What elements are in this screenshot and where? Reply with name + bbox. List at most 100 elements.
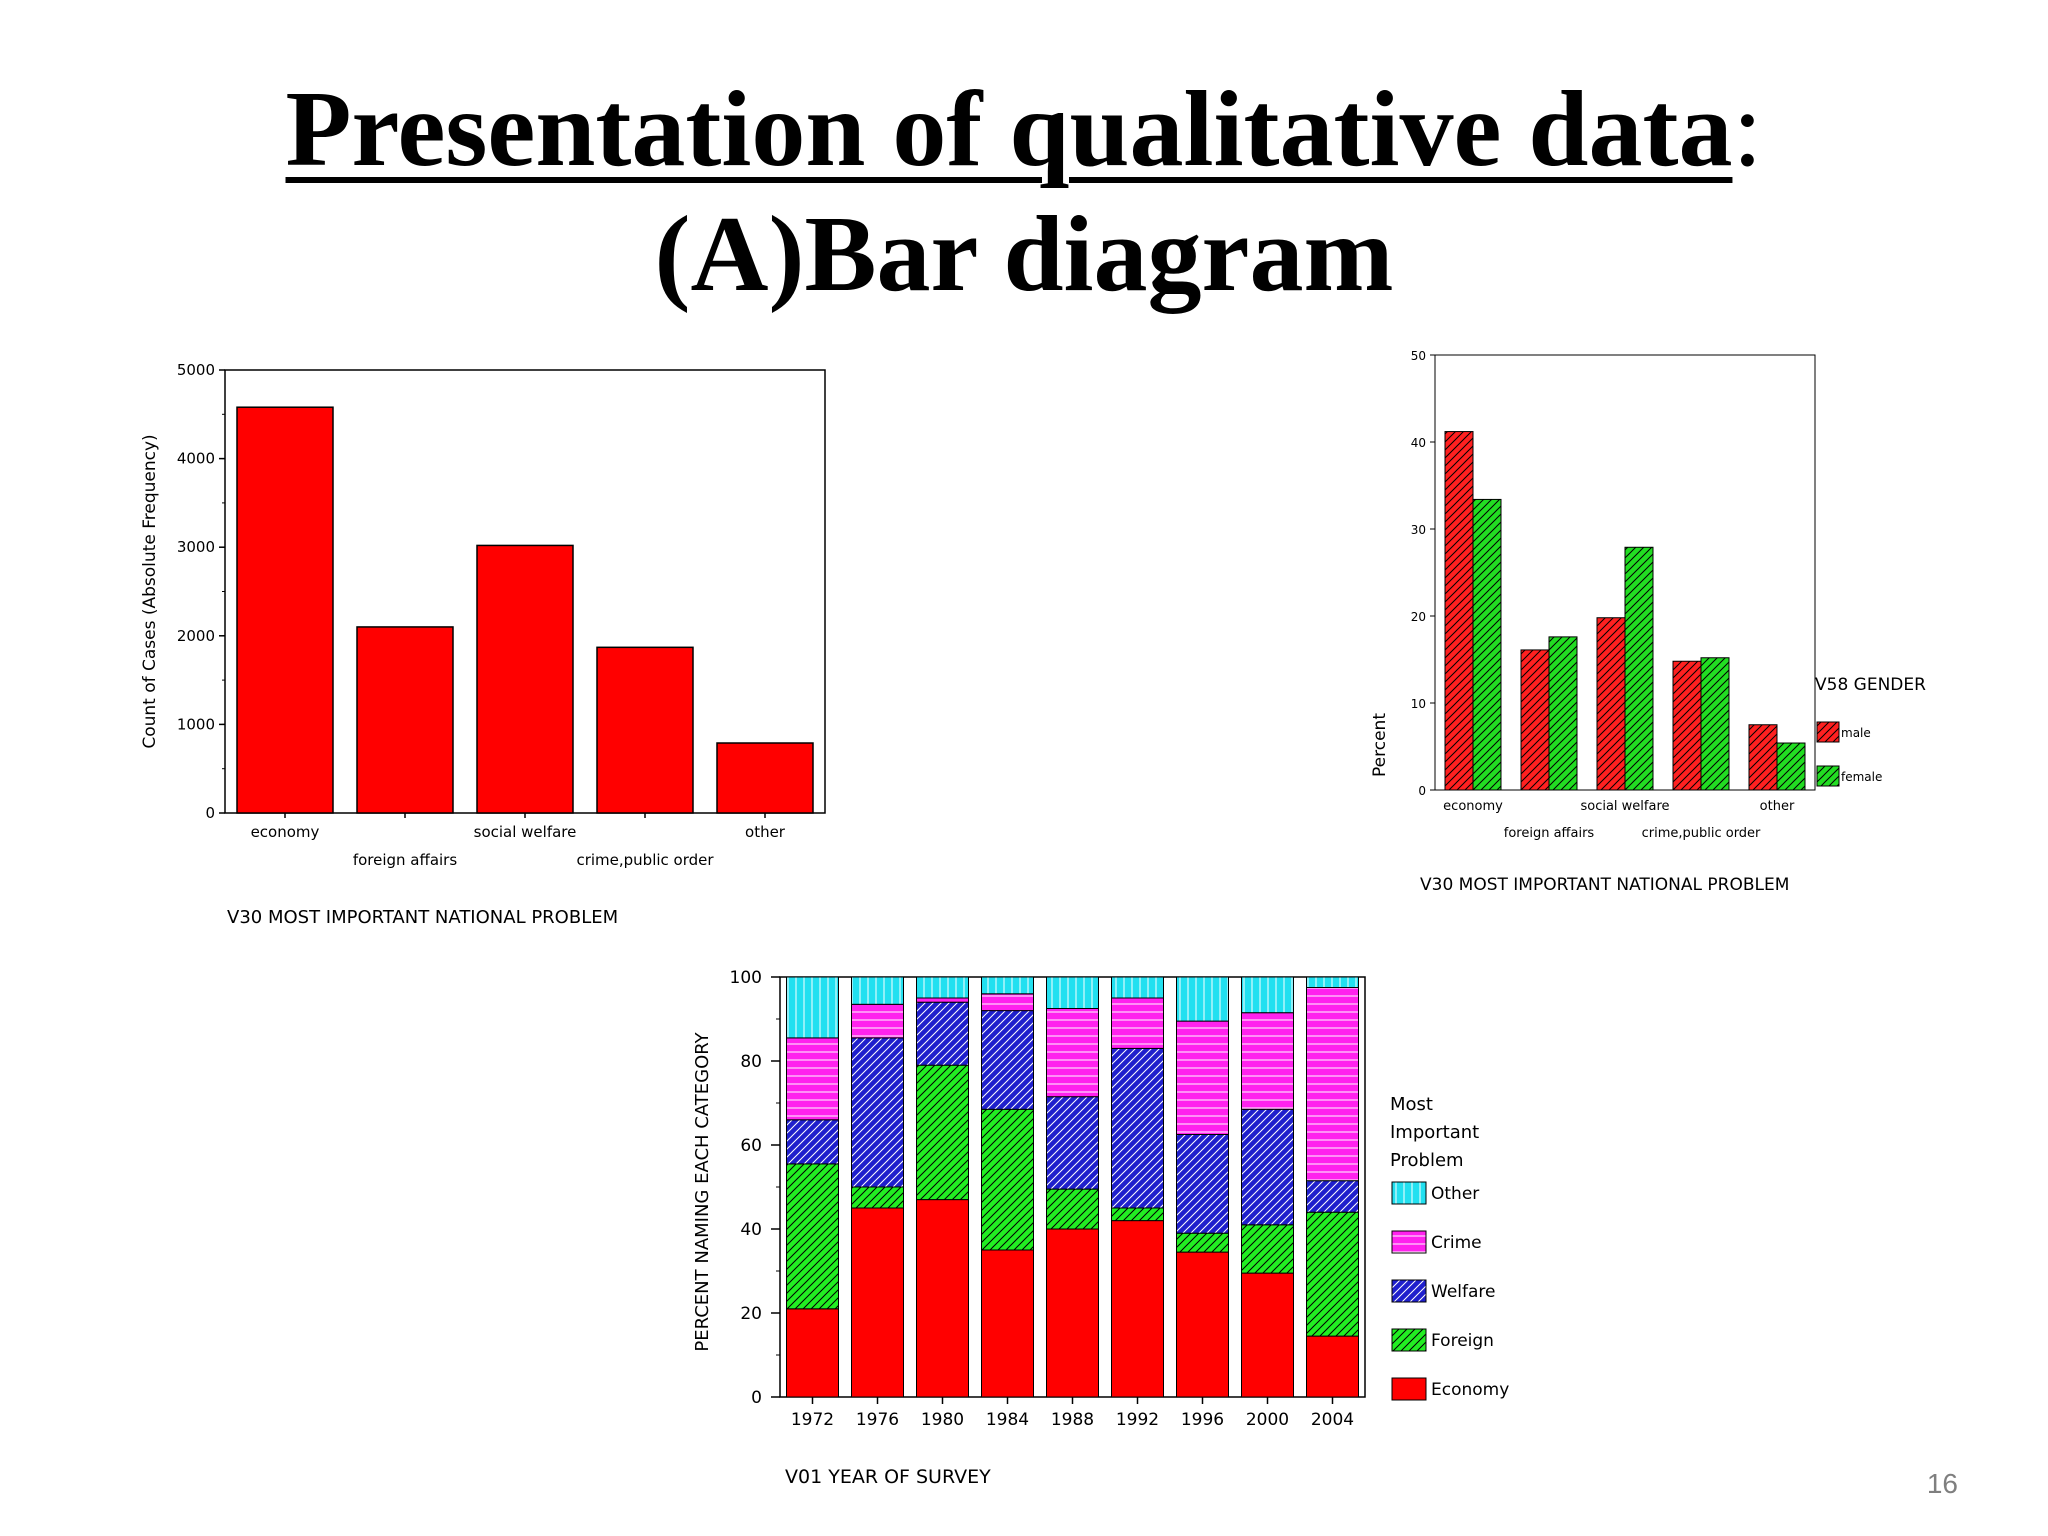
- x-tick-label: social welfare: [474, 823, 577, 841]
- legend-title-line: Most: [1390, 1094, 1433, 1115]
- legend-label-crime: Crime: [1431, 1233, 1482, 1253]
- bar-1972-economy: [786, 1308, 839, 1398]
- x-axis-label: V30 MOST IMPORTANT NATIONAL PROBLEM: [227, 907, 618, 928]
- bar-1980-welfare: [916, 1001, 969, 1066]
- bar-1972-other: [786, 976, 839, 1039]
- bar-foreign-affairs-female: [1548, 636, 1578, 791]
- bar-1988-crime: [1046, 1008, 1099, 1098]
- x-tick-label: crime,public order: [1642, 826, 1761, 841]
- y-tick-label: 3000: [177, 538, 215, 556]
- x-tick-label: other: [745, 823, 786, 841]
- chart-stacked-by-year: 0 20 40 60 80 100 1972 1976 1980 1984 1988 1992 1996…: [692, 968, 1509, 1488]
- legend-swatch-crime: [1391, 1230, 1427, 1254]
- bar-1972-welfare: [786, 1119, 839, 1165]
- bar-1996-welfare: [1176, 1134, 1229, 1234]
- bar-1992-crime: [1111, 997, 1164, 1049]
- legend-swatch-welfare: [1391, 1279, 1427, 1303]
- y-tick-label: 30: [1411, 523, 1426, 537]
- bar-social-welfare: [476, 544, 574, 814]
- bar-2004-crime: [1306, 987, 1359, 1182]
- bar-1976-economy: [851, 1207, 904, 1398]
- y-tick-label: 100: [730, 968, 762, 988]
- bar-2004-foreign: [1306, 1211, 1359, 1337]
- bar-foreign-affairs-male: [1520, 649, 1550, 791]
- bar-1992-welfare: [1111, 1047, 1164, 1209]
- y-tick-label: 20: [740, 1304, 762, 1324]
- bar-crime-public-order-male: [1672, 660, 1702, 791]
- bar-1988-other: [1046, 976, 1099, 1009]
- legend-swatch-male: [1816, 721, 1840, 743]
- legend-label-economy: Economy: [1431, 1380, 1509, 1400]
- x-tick-label: 2000: [1246, 1410, 1289, 1430]
- bar-1992-economy: [1111, 1220, 1164, 1398]
- y-tick-label: 5000: [177, 361, 215, 379]
- y-tick-label: 4000: [177, 450, 215, 468]
- x-tick-label: economy: [251, 823, 320, 841]
- legend-swatch-female: [1816, 765, 1840, 787]
- x-axis-label: V01 YEAR OF SURVEY: [785, 1466, 991, 1488]
- x-axis-label: V30 MOST IMPORTANT NATIONAL PROBLEM: [1420, 875, 1789, 895]
- bar-economy-female: [1472, 498, 1502, 791]
- x-tick-label: crime,public order: [576, 851, 714, 869]
- bar-1996-economy: [1176, 1251, 1229, 1398]
- x-tick-label: 1992: [1116, 1410, 1159, 1430]
- bar-1996-other: [1176, 976, 1229, 1022]
- bar-1992-foreign: [1111, 1207, 1164, 1222]
- x-tick-label: 1988: [1051, 1410, 1094, 1430]
- bar-other-female: [1776, 742, 1806, 791]
- bar-economy-male: [1444, 431, 1474, 791]
- bar-1996-crime: [1176, 1020, 1229, 1135]
- slide-title-colon: :: [1732, 70, 1763, 189]
- bar-crime-public-order: [596, 646, 694, 814]
- x-tick-label: social welfare: [1580, 799, 1669, 814]
- bar-2004-economy: [1306, 1335, 1359, 1398]
- bar-social-welfare-male: [1596, 617, 1626, 791]
- slide-title: Presentation of qualitative data:: [0, 70, 2048, 190]
- x-tick-label: 1980: [921, 1410, 964, 1430]
- legend-label-other: Other: [1431, 1184, 1479, 1204]
- legend-swatch-foreign: [1391, 1328, 1427, 1352]
- bar-1988-economy: [1046, 1228, 1099, 1398]
- legend-label-male: male: [1841, 726, 1871, 740]
- bar-1996-foreign: [1176, 1232, 1229, 1253]
- legend-swatch-other: [1391, 1181, 1427, 1205]
- bar-1980-foreign: [916, 1064, 969, 1201]
- bar-economy: [236, 406, 334, 814]
- y-axis-label: Percent: [1370, 713, 1390, 777]
- bar-1976-other: [851, 976, 904, 1005]
- bar-1992-other: [1111, 976, 1164, 999]
- bar-social-welfare-female: [1624, 546, 1654, 791]
- bar-crime-public-order-female: [1700, 657, 1730, 791]
- bar-1980-crime: [916, 997, 969, 1003]
- slide-title-main: Presentation of qualitative data: [285, 70, 1733, 189]
- bar-2000-economy: [1241, 1272, 1294, 1398]
- bar-1984-crime: [981, 993, 1034, 1012]
- bar-foreign-affairs: [356, 626, 454, 814]
- bar-2000-crime: [1241, 1012, 1294, 1110]
- bar-1988-welfare: [1046, 1096, 1099, 1190]
- y-tick-label: 20: [1411, 610, 1426, 624]
- bar-1972-foreign: [786, 1163, 839, 1310]
- x-tick-label: 1984: [986, 1410, 1029, 1430]
- bar-other-male: [1748, 724, 1778, 791]
- y-axis-label: PERCENT NAMING EACH CATEGORY: [692, 1031, 713, 1351]
- x-tick-label: foreign affairs: [353, 851, 458, 869]
- bar-1976-crime: [851, 1003, 904, 1039]
- x-tick-label: 2004: [1311, 1410, 1354, 1430]
- bar-1984-foreign: [981, 1108, 1034, 1251]
- bar-1980-other: [916, 976, 969, 999]
- bar-1984-other: [981, 976, 1034, 995]
- bar-1976-welfare: [851, 1037, 904, 1188]
- y-tick-label: 40: [740, 1220, 762, 1240]
- legend-title-line: Problem: [1390, 1150, 1464, 1171]
- bar-1984-economy: [981, 1249, 1034, 1398]
- y-tick-label: 10: [1411, 697, 1426, 711]
- x-tick-label: 1976: [856, 1410, 899, 1430]
- y-tick-label: 40: [1411, 436, 1426, 450]
- bar-1980-economy: [916, 1199, 969, 1398]
- slide-subtitle: (A)Bar diagram: [654, 195, 1394, 314]
- legend-label-welfare: Welfare: [1431, 1282, 1495, 1302]
- bar-1976-foreign: [851, 1186, 904, 1209]
- legend-swatch-economy: [1391, 1377, 1427, 1401]
- x-tick-label: foreign affairs: [1504, 826, 1595, 841]
